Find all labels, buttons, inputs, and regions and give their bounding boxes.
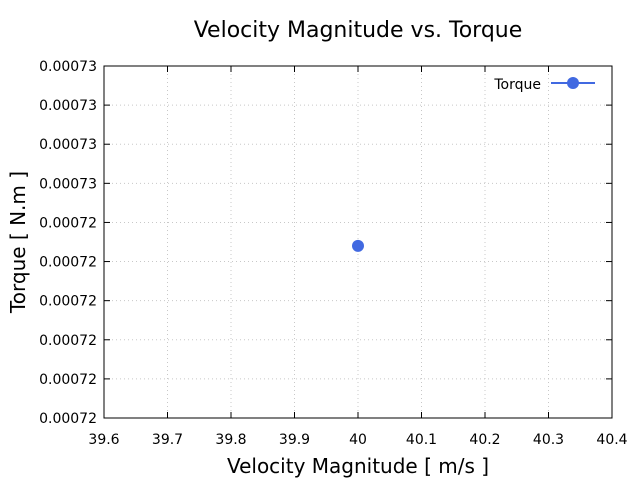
x-tick-label: 39.6 — [88, 432, 119, 448]
y-tick-label: 0.00072 — [39, 215, 97, 231]
y-tick-label: 0.00072 — [39, 294, 97, 310]
y-tick-label: 0.00072 — [39, 333, 97, 349]
y-tick-label: 0.00072 — [39, 411, 97, 427]
x-tick-label: 39.8 — [215, 432, 246, 448]
y-tick-label: 0.00072 — [39, 372, 97, 388]
y-tick-labels: 0.00072 0.00072 0.00072 0.00072 0.00072 0.000… — [39, 59, 97, 427]
x-tick-label: 39.9 — [279, 432, 310, 448]
x-tick-label: 40 — [349, 432, 367, 448]
y-tick-label: 0.00072 — [39, 255, 97, 271]
legend: Torque — [493, 77, 595, 93]
axis-ticks — [103, 65, 613, 419]
y-tick-label: 0.00073 — [39, 98, 97, 114]
data-point — [352, 239, 364, 252]
x-tick-label: 39.7 — [152, 432, 183, 448]
x-tick-label: 40.2 — [469, 432, 500, 448]
x-tick-labels: 39.6 39.7 39.8 39.9 40 40.1 40.2 40.3 40.4 — [88, 432, 627, 448]
y-tick-label: 0.00073 — [39, 176, 97, 192]
x-tick-label: 40.1 — [406, 432, 437, 448]
legend-label: Torque — [493, 77, 541, 93]
data-points — [352, 239, 364, 252]
chart-title: Velocity Magnitude vs. Torque — [194, 18, 523, 43]
x-tick-label: 40.3 — [533, 432, 564, 448]
y-axis-title: Torque [ N.m ] — [6, 171, 30, 314]
y-tick-label: 0.00073 — [39, 59, 97, 75]
legend-marker — [567, 77, 579, 89]
x-tick-label: 40.4 — [596, 432, 627, 448]
x-axis-title: Velocity Magnitude [ m/s ] — [227, 454, 489, 478]
y-tick-label: 0.00073 — [39, 137, 97, 153]
